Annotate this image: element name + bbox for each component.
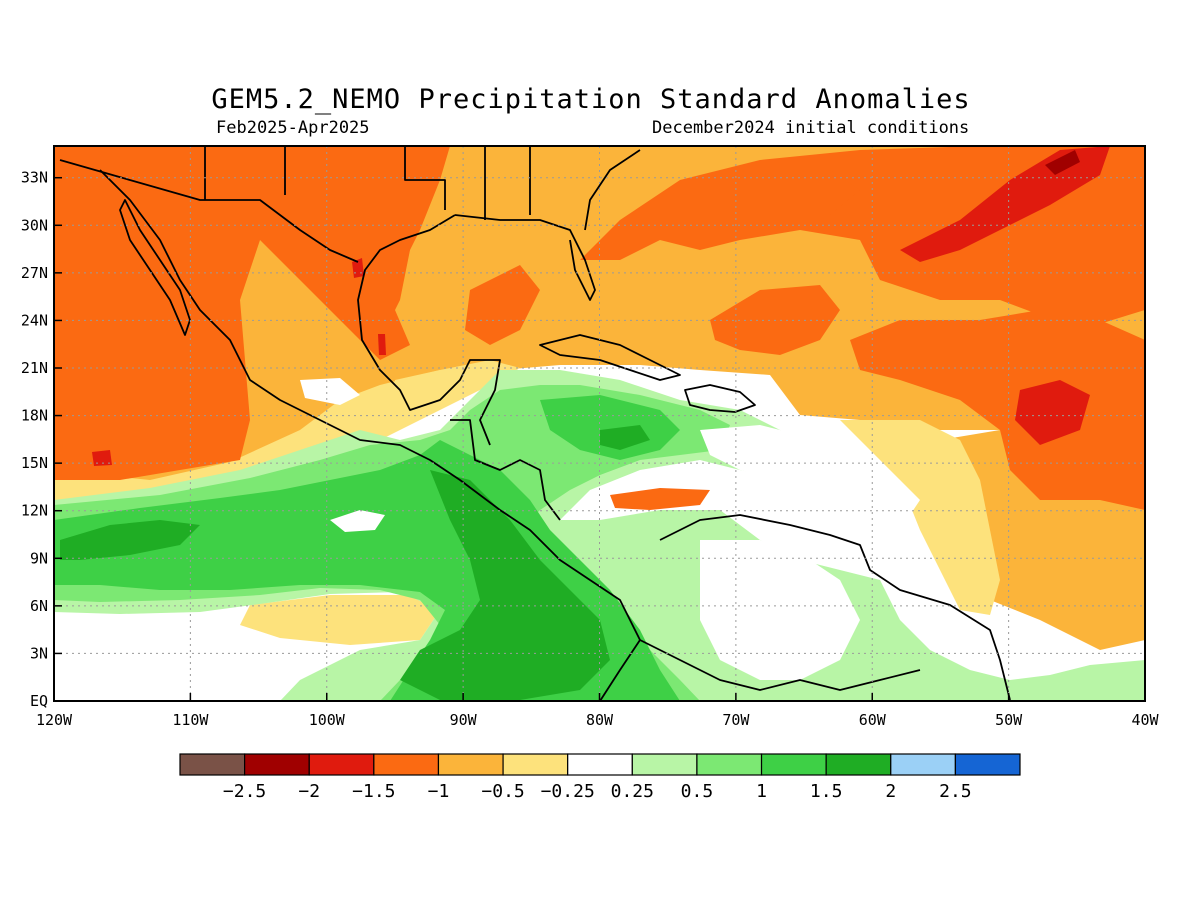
colorbar-label: −0.5 (481, 781, 524, 802)
region-neutral-south-america (700, 540, 860, 680)
region-p15-caribbean (600, 425, 650, 450)
colorbar-label: −2 (298, 781, 320, 802)
coastline-mexico-pacific (99, 169, 641, 702)
y-tick-label: 9N (30, 549, 48, 567)
colorbar-swatch (890, 753, 956, 776)
colorbar-label: −1 (428, 781, 450, 802)
colorbar-swatch (696, 753, 763, 776)
region-p15-pacific-band (60, 520, 200, 560)
y-tick-label: 6N (30, 597, 48, 615)
coastline-south-america (659, 514, 1011, 701)
y-tick-label: 18N (21, 407, 48, 425)
colorbar-swatch (244, 753, 310, 776)
y-tick-label: 33N (21, 169, 48, 187)
map-title: GEM5.2_NEMO Precipitation Standard Anoma… (211, 84, 971, 115)
region-m025-caribbean-east (840, 420, 1000, 615)
gridlines (54, 146, 1145, 701)
y-tick-label: 21N (21, 359, 48, 377)
colorbar-swatch (308, 753, 375, 776)
region-neutral-caribbean (700, 425, 920, 530)
y-tick-label: 30N (21, 216, 48, 234)
region-m2-atlantic-ne (1045, 150, 1080, 175)
initial-conditions: December2024 initial conditions (652, 118, 970, 138)
x-tick-label: 100W (309, 711, 346, 729)
border-central-america (450, 419, 561, 521)
colorbar-label: −1.5 (352, 781, 395, 802)
region-m15-gulf-spot (378, 334, 386, 355)
region-m025-pacific-band (240, 595, 440, 645)
region-m1-gulf-east (465, 265, 540, 345)
y-tick-label: 27N (21, 264, 48, 282)
colorbar-swatch (437, 753, 504, 776)
coastline-hispaniola (684, 384, 756, 413)
x-tick-label: 90W (450, 711, 478, 729)
y-tick-label: 3N (30, 644, 48, 662)
y-tick-label: 12N (21, 502, 48, 520)
coastlines (59, 146, 1011, 702)
region-m15-atlantic-ne (900, 146, 1110, 262)
colorbar-swatch (567, 753, 633, 776)
colorbar-swatch (825, 753, 892, 776)
x-tick-label: 40W (1131, 711, 1159, 729)
colorbar-label: 1.5 (810, 781, 843, 802)
colorbar-label: 2.5 (939, 781, 972, 802)
border-south-america-interior (639, 639, 921, 691)
region-m15-mexico-spot (92, 450, 112, 466)
region-m025-gulf (395, 370, 470, 402)
colorbar-swatch (373, 753, 440, 776)
border-us-states (204, 146, 531, 220)
anomaly-field (54, 146, 1145, 701)
x-tick-label: 110W (172, 711, 209, 729)
x-tick-label: 50W (995, 711, 1023, 729)
coastline-us-gulf (454, 214, 596, 301)
region-m025-mexico-coast (54, 360, 520, 520)
region-neutral-gulf-south (300, 378, 360, 405)
x-tick-label: 60W (859, 711, 887, 729)
coastline-gulf-mexico (357, 214, 501, 446)
border-us-mexico (59, 159, 359, 263)
y-tick-label: EQ (30, 692, 48, 710)
x-tick-label: 70W (722, 711, 750, 729)
coastline-us-east (584, 149, 641, 231)
region-m1-atlantic-east (850, 310, 1145, 510)
region-p1-caribbean (540, 395, 680, 460)
colorbar-label: 0.5 (681, 781, 714, 802)
colorbar-swatch (760, 753, 827, 776)
colorbar-swatch (954, 753, 1021, 776)
region-p15-core (400, 470, 610, 700)
y-tick-label: 15N (21, 454, 48, 472)
region-neutral-pacific (330, 510, 385, 532)
y-axis: EQ 3N 6N 9N 12N 15N 18N 21N 24N 27N 30N 33N (21, 169, 62, 710)
x-tick-label: 80W (586, 711, 614, 729)
coastline-baja (119, 199, 191, 336)
colorbar-swatch (179, 753, 246, 776)
y-tick-label: 24N (21, 311, 48, 329)
colorbar-label: 2 (885, 781, 896, 802)
colorbar-swatch (502, 753, 569, 776)
region-m1-atlantic-top-mid (700, 170, 860, 220)
x-tick-label: 120W (36, 711, 73, 729)
colorbar-label: −0.25 (541, 781, 595, 802)
region-m15-atlantic-east (1015, 380, 1090, 445)
forecast-period: Feb2025-Apr2025 (216, 118, 370, 138)
region-m1-caribbean-south (610, 488, 710, 510)
colorbar-label: −2.5 (223, 781, 266, 802)
colorbar-label: 0.25 (611, 781, 654, 802)
colorbar: −2.5 −2 −1.5 −1 −0.5 −0.25 0.25 0.5 1 1.5 2 2.5 (179, 753, 1021, 802)
colorbar-swatch (631, 753, 698, 776)
colorbar-label: 1 (756, 781, 767, 802)
x-axis: 120W 110W 100W 90W 80W 70W 60W 50W 40W (36, 693, 1160, 729)
